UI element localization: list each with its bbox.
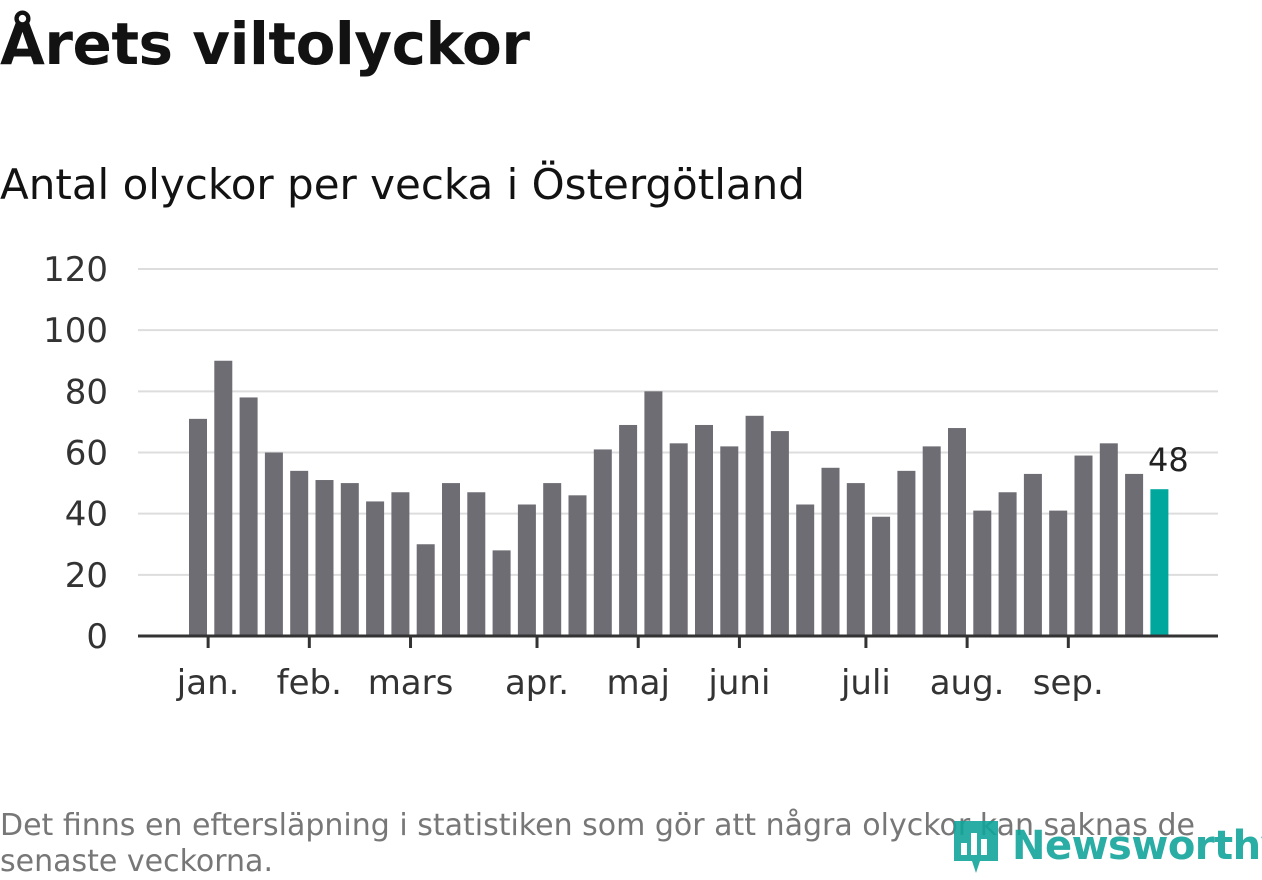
bar bbox=[593, 449, 612, 636]
bar bbox=[239, 397, 258, 636]
x-tick-label: feb. bbox=[277, 663, 342, 703]
x-tick-label: maj bbox=[607, 663, 670, 703]
y-tick-label: 40 bbox=[65, 495, 108, 535]
bar bbox=[745, 415, 764, 636]
bar bbox=[619, 424, 638, 636]
y-tick-label: 20 bbox=[65, 556, 108, 596]
x-axis: jan. feb. mars apr. maj juni juli aug. sep. bbox=[138, 634, 1218, 703]
y-tick-label: 60 bbox=[65, 434, 108, 474]
y-tick-label: 100 bbox=[43, 311, 108, 351]
bar bbox=[416, 544, 435, 636]
logo-text: Newsworthy bbox=[1012, 823, 1262, 869]
bar bbox=[948, 428, 966, 636]
bar bbox=[391, 492, 410, 636]
x-tick-label: juni bbox=[707, 663, 770, 703]
bar bbox=[1125, 473, 1144, 636]
bar bbox=[695, 424, 713, 636]
x-tick-label: juli bbox=[840, 663, 891, 703]
bar bbox=[846, 483, 865, 636]
bar bbox=[1023, 473, 1042, 636]
bar bbox=[340, 483, 359, 636]
x-tick-label: mars bbox=[368, 663, 454, 703]
bar bbox=[669, 443, 688, 636]
bar bbox=[1049, 510, 1068, 636]
bar bbox=[720, 446, 739, 636]
bar bbox=[922, 446, 941, 636]
bar bbox=[821, 467, 840, 636]
chart-title: Årets viltolyckor bbox=[0, 10, 530, 78]
bar-chart-icon bbox=[954, 821, 998, 873]
y-tick-label: 80 bbox=[65, 372, 108, 412]
bar bbox=[1074, 455, 1093, 636]
bar bbox=[517, 504, 536, 636]
bar bbox=[998, 492, 1017, 636]
bar bbox=[770, 431, 789, 636]
bar bbox=[897, 470, 916, 636]
x-tick-label: sep. bbox=[1033, 663, 1104, 703]
bar bbox=[973, 510, 992, 636]
chart-subtitle: Antal olyckor per vecka i Östergötland bbox=[0, 160, 805, 209]
newsworthy-logo: Newsworthy bbox=[950, 818, 1262, 874]
bar bbox=[467, 492, 486, 636]
bar-latest bbox=[1150, 489, 1169, 636]
y-tick-label: 120 bbox=[43, 250, 108, 290]
bar bbox=[189, 418, 207, 636]
bar bbox=[492, 550, 511, 636]
bar bbox=[214, 360, 233, 636]
bar bbox=[264, 452, 283, 636]
bar bbox=[366, 501, 385, 636]
bar bbox=[290, 470, 309, 636]
y-axis: 0 20 40 60 80 100 120 bbox=[43, 250, 108, 657]
bar bbox=[568, 495, 587, 636]
bar bbox=[644, 391, 663, 636]
bar bbox=[796, 504, 815, 636]
bar bbox=[315, 480, 334, 636]
bars: 48 bbox=[189, 360, 1189, 636]
y-tick-label: 0 bbox=[86, 617, 108, 657]
x-tick-label: jan. bbox=[176, 663, 240, 703]
latest-value-label: 48 bbox=[1148, 441, 1189, 479]
bar bbox=[543, 483, 562, 636]
bar bbox=[872, 516, 891, 636]
x-tick-label: apr. bbox=[505, 663, 569, 703]
x-tick-label: aug. bbox=[930, 663, 1005, 703]
bar bbox=[1099, 443, 1118, 636]
bar bbox=[442, 483, 460, 636]
